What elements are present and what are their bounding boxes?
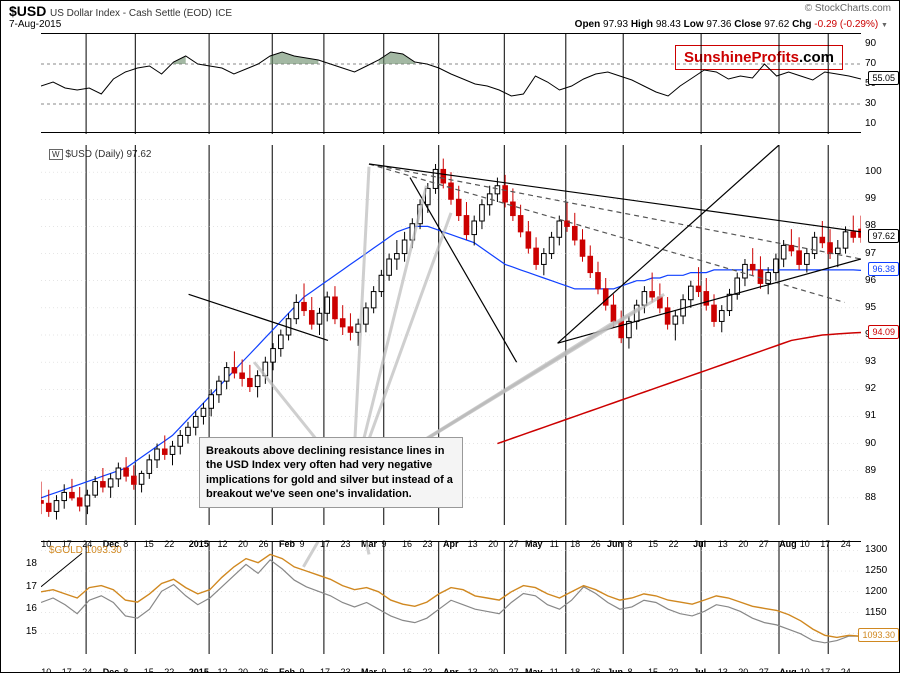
dropdown-icon[interactable] bbox=[881, 19, 891, 29]
gold-chart bbox=[41, 542, 861, 654]
chart-description: US Dollar Index - Cash Settle (EOD) bbox=[50, 8, 212, 19]
rsi-current-label: 55.05 bbox=[868, 71, 899, 85]
rsi-chart bbox=[41, 34, 861, 134]
symbol: $USD bbox=[9, 3, 46, 19]
ma50-label: 96.38 bbox=[868, 262, 899, 276]
chart-container: $USD US Dollar Index - Cash Settle (EOD)… bbox=[0, 0, 900, 673]
ma200-label: 94.09 bbox=[868, 325, 899, 339]
chart-date: 7-Aug-2015 bbox=[9, 19, 61, 30]
chart-header: $USD US Dollar Index - Cash Settle (EOD)… bbox=[9, 3, 232, 19]
price-current-label: 97.62 bbox=[868, 229, 899, 243]
chart-exchange: ICE bbox=[215, 8, 232, 19]
copyright: © StockCharts.com bbox=[805, 3, 891, 14]
ohlc-bar: Open 97.93 High 98.43 Low 97.36 Close 97… bbox=[575, 19, 891, 30]
annotation-callout: Breakouts above declining resistance lin… bbox=[199, 437, 463, 508]
gold-panel: 11001150120012501300 15161718 101724Dec8… bbox=[41, 541, 861, 653]
rsi-panel: 1030507090 55.05 bbox=[41, 33, 861, 133]
gold-current-label: 1093.30 bbox=[858, 628, 899, 642]
